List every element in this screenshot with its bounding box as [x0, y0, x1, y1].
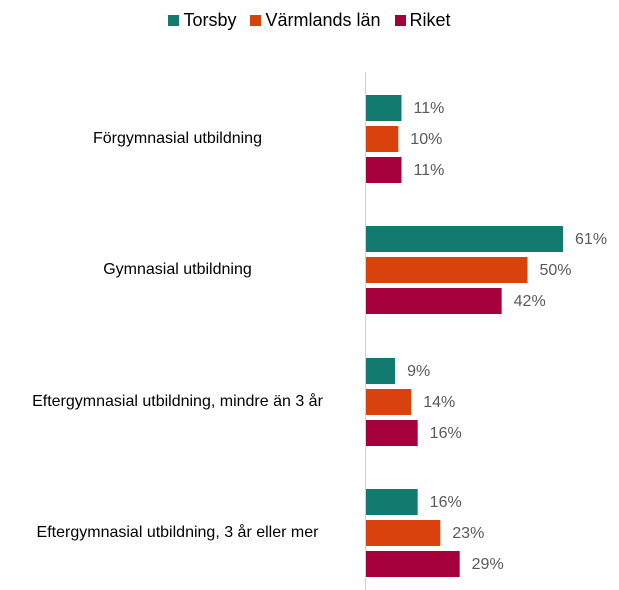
legend-item: Värmlands län [250, 10, 381, 31]
legend: Torsby Värmlands län Riket [0, 10, 619, 31]
bar [366, 389, 412, 415]
legend-swatch [168, 15, 180, 26]
bar [366, 520, 441, 546]
bar [366, 551, 460, 577]
bar [366, 126, 399, 152]
value-label: 16% [430, 494, 462, 511]
legend-swatch [394, 15, 406, 26]
value-label: 16% [430, 425, 462, 442]
bar [366, 226, 564, 252]
bar [366, 157, 402, 183]
value-label: 23% [452, 525, 484, 542]
value-label: 14% [423, 394, 455, 411]
value-label: 29% [472, 556, 504, 573]
category-label: Gymnasial utbildning [103, 261, 252, 278]
bar [366, 489, 418, 515]
bar [366, 288, 502, 314]
legend-item: Torsby [168, 10, 236, 31]
category-label: Eftergymnasial utbildning, mindre än 3 å… [32, 393, 323, 410]
value-label: 61% [575, 231, 607, 248]
value-label: 10% [410, 131, 442, 148]
bar [366, 257, 528, 283]
value-label: 50% [540, 262, 572, 279]
bar [366, 358, 396, 384]
value-label: 9% [407, 363, 430, 380]
legend-label: Torsby [183, 10, 237, 30]
bar [366, 95, 402, 121]
value-label: 11% [414, 100, 445, 117]
category-label: Eftergymnasial utbildning, 3 år eller me… [36, 524, 319, 541]
bar [366, 420, 418, 446]
legend-label: Riket [409, 10, 451, 30]
value-label: 11% [414, 162, 445, 179]
category-label: Förgymnasial utbildning [93, 130, 262, 147]
legend-label: Värmlands län [265, 10, 381, 30]
value-label: 42% [514, 293, 546, 310]
legend-swatch [250, 15, 262, 26]
legend-item: Riket [394, 10, 451, 31]
